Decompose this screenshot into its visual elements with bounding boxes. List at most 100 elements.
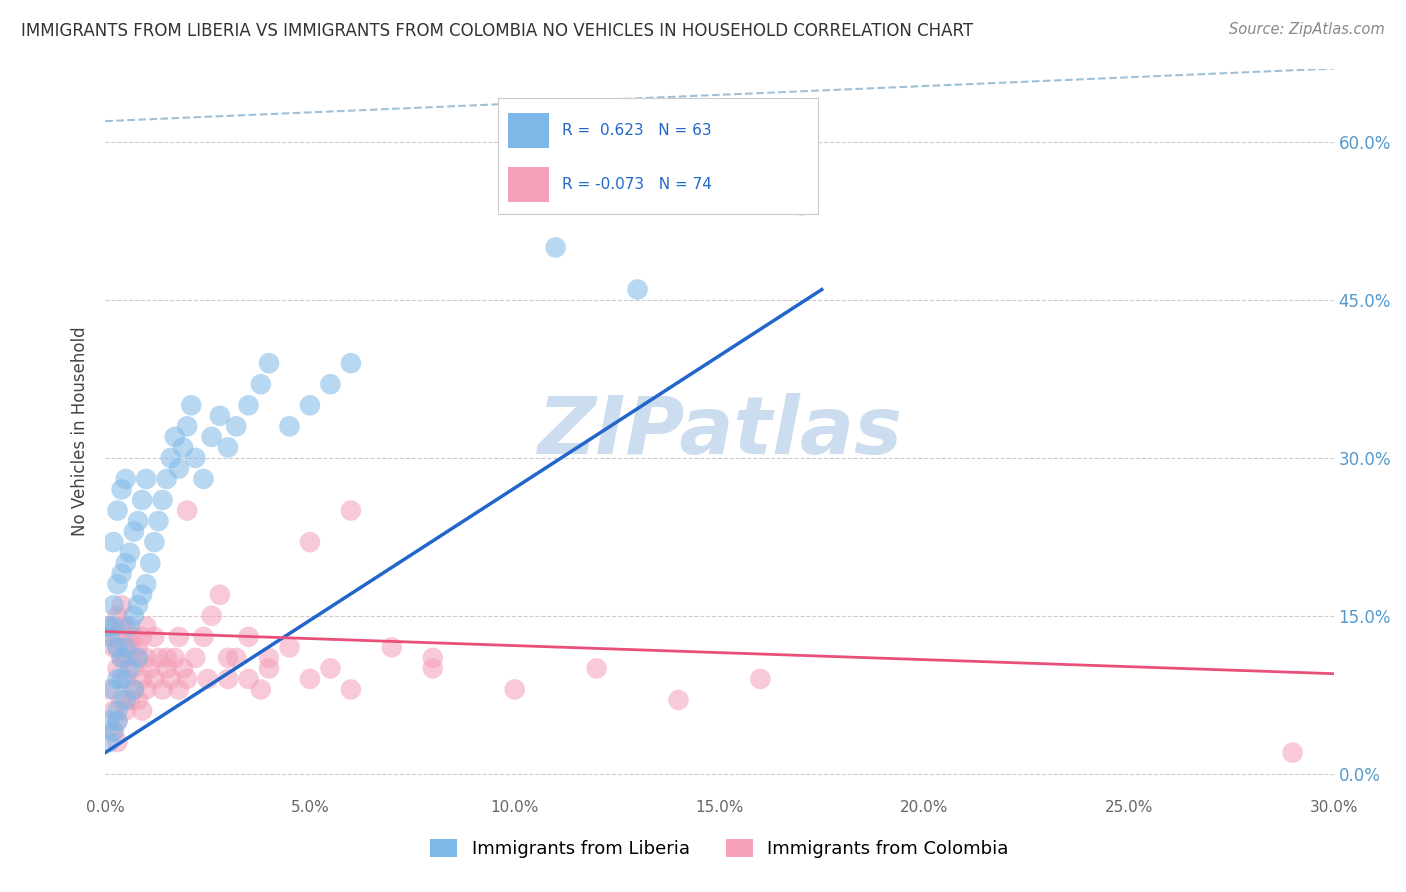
Point bbox=[107, 608, 129, 623]
Point bbox=[193, 630, 215, 644]
Legend: Immigrants from Liberia, Immigrants from Colombia: Immigrants from Liberia, Immigrants from… bbox=[423, 831, 1017, 865]
Point bbox=[127, 651, 149, 665]
Point bbox=[163, 651, 186, 665]
Point bbox=[422, 661, 444, 675]
Point bbox=[135, 577, 157, 591]
Point bbox=[298, 535, 321, 549]
Point bbox=[98, 735, 121, 749]
Point bbox=[184, 651, 207, 665]
Point bbox=[131, 704, 153, 718]
Point bbox=[167, 682, 190, 697]
Point bbox=[257, 356, 280, 370]
Point bbox=[103, 599, 125, 613]
Point bbox=[110, 672, 132, 686]
Point bbox=[340, 503, 363, 517]
Point bbox=[107, 661, 129, 675]
Point bbox=[103, 704, 125, 718]
Point bbox=[107, 640, 129, 655]
Point bbox=[131, 672, 153, 686]
Point bbox=[118, 546, 141, 560]
Point bbox=[225, 419, 247, 434]
Point bbox=[122, 524, 145, 539]
Point bbox=[122, 682, 145, 697]
Point bbox=[184, 450, 207, 465]
Point bbox=[217, 651, 239, 665]
Point bbox=[131, 588, 153, 602]
Point bbox=[319, 377, 342, 392]
Point bbox=[114, 672, 136, 686]
Point bbox=[143, 535, 166, 549]
Point bbox=[114, 693, 136, 707]
Point bbox=[176, 419, 198, 434]
Point bbox=[110, 693, 132, 707]
Point bbox=[127, 693, 149, 707]
Point bbox=[122, 661, 145, 675]
Point bbox=[152, 493, 174, 508]
Point bbox=[176, 672, 198, 686]
Point bbox=[135, 651, 157, 665]
Point bbox=[249, 377, 271, 392]
Point bbox=[122, 608, 145, 623]
Point bbox=[131, 493, 153, 508]
Point bbox=[107, 640, 129, 655]
Point bbox=[208, 409, 231, 423]
Point bbox=[110, 651, 132, 665]
Point bbox=[103, 640, 125, 655]
Point bbox=[114, 651, 136, 665]
Point bbox=[98, 630, 121, 644]
Point bbox=[143, 630, 166, 644]
Point bbox=[135, 682, 157, 697]
Point bbox=[790, 198, 813, 212]
Point bbox=[193, 472, 215, 486]
Point bbox=[118, 693, 141, 707]
Point bbox=[135, 619, 157, 633]
Point bbox=[163, 430, 186, 444]
Text: IMMIGRANTS FROM LIBERIA VS IMMIGRANTS FROM COLOMBIA NO VEHICLES IN HOUSEHOLD COR: IMMIGRANTS FROM LIBERIA VS IMMIGRANTS FR… bbox=[21, 22, 973, 40]
Point bbox=[238, 398, 260, 412]
Point bbox=[340, 682, 363, 697]
Point bbox=[98, 619, 121, 633]
Point bbox=[172, 441, 194, 455]
Point bbox=[114, 556, 136, 570]
Point bbox=[114, 472, 136, 486]
Point bbox=[278, 419, 301, 434]
Point bbox=[422, 651, 444, 665]
Point bbox=[167, 461, 190, 475]
Point bbox=[585, 661, 607, 675]
Point bbox=[103, 535, 125, 549]
Point bbox=[340, 356, 363, 370]
Point bbox=[107, 735, 129, 749]
Point bbox=[107, 714, 129, 728]
Point bbox=[139, 556, 162, 570]
Point bbox=[148, 514, 170, 528]
Point bbox=[118, 619, 141, 633]
Point bbox=[127, 599, 149, 613]
Point bbox=[103, 724, 125, 739]
Point bbox=[107, 503, 129, 517]
Point bbox=[176, 503, 198, 517]
Point bbox=[1281, 746, 1303, 760]
Point bbox=[208, 588, 231, 602]
Point bbox=[249, 682, 271, 697]
Point bbox=[103, 682, 125, 697]
Point bbox=[107, 577, 129, 591]
Point bbox=[167, 630, 190, 644]
Point bbox=[110, 651, 132, 665]
Point bbox=[139, 661, 162, 675]
Point bbox=[98, 619, 121, 633]
Point bbox=[118, 640, 141, 655]
Point bbox=[217, 672, 239, 686]
Point bbox=[114, 640, 136, 655]
Point bbox=[225, 651, 247, 665]
Point bbox=[148, 651, 170, 665]
Point bbox=[156, 472, 179, 486]
Point bbox=[201, 430, 224, 444]
Point bbox=[156, 661, 179, 675]
Point bbox=[298, 398, 321, 412]
Point bbox=[319, 661, 342, 675]
Point bbox=[122, 682, 145, 697]
Point bbox=[298, 672, 321, 686]
Point bbox=[127, 640, 149, 655]
Point bbox=[257, 661, 280, 675]
Point bbox=[118, 630, 141, 644]
